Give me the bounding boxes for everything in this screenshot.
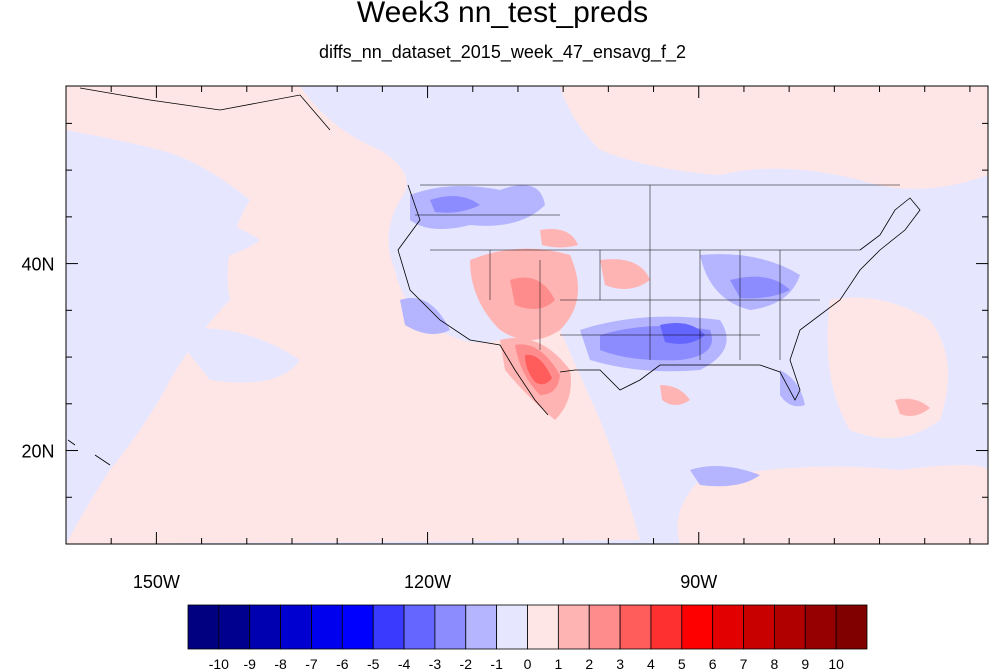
california-negative [400, 298, 450, 334]
colorbar-label: -7 [305, 656, 318, 672]
kentucky-negative [730, 276, 790, 299]
colorbar-swatch [712, 604, 744, 650]
gulf-positive-patch [660, 385, 690, 405]
colorbar-label: -8 [274, 656, 287, 672]
plot-frame [65, 85, 989, 545]
colorbar-swatch [681, 604, 714, 650]
us-coastline [397, 184, 921, 416]
state-borders [415, 184, 900, 360]
pacific-negative-patch [95, 177, 200, 207]
arizona-positive-core [510, 277, 555, 309]
colorbar-swatch [249, 604, 281, 650]
colorbar-swatch [743, 604, 775, 650]
colorbar-swatch [311, 604, 343, 650]
pacific-negative-patch-2 [120, 213, 260, 263]
colorbar-label: 7 [740, 656, 748, 672]
colorbar-label: -6 [336, 656, 349, 672]
y-tick-label: 20N [21, 442, 54, 462]
wyoming-positive [540, 229, 578, 248]
x-tick-label: 150W [133, 572, 180, 592]
colorbar-label: 2 [585, 656, 593, 672]
colorbar-swatch [372, 604, 405, 650]
colorbar-swatch [835, 604, 868, 650]
colorbar-label: -2 [460, 656, 473, 672]
colorbar-swatch [774, 604, 806, 650]
colorbar-label: 9 [801, 656, 809, 672]
colorbar-swatch [434, 604, 467, 650]
colorbar-swatch [496, 604, 528, 650]
atlantic-positive-patch [895, 398, 930, 416]
colorbar-label: 3 [616, 656, 624, 672]
northwest-negative [410, 185, 545, 229]
x-tick-label: 90W [680, 572, 717, 592]
positive-peak-regions [525, 354, 552, 385]
tropical-positive-band [677, 465, 988, 544]
alaska-coast [79, 87, 331, 131]
colorbar-swatch [403, 604, 436, 650]
caribbean-negative [690, 466, 760, 487]
negative-strong-regions [660, 322, 705, 344]
arkansas-negative-core [660, 322, 705, 344]
colorbar-label: 0 [524, 656, 532, 672]
colorbar-swatch [619, 604, 652, 650]
colorbar-label: -9 [244, 656, 257, 672]
pacific-negative-patch-3 [170, 328, 300, 383]
north-positive-band [560, 86, 988, 189]
coastlines [67, 87, 921, 466]
colorbar-swatch [588, 604, 621, 650]
colorbar-label: -5 [367, 656, 380, 672]
colorbar-swatch [650, 604, 683, 650]
colorbar-swatch [557, 604, 590, 650]
colorbar-label: -10 [209, 656, 229, 672]
colorbar-swatch [187, 604, 220, 650]
colorbar-label: -1 [490, 656, 503, 672]
pacific-positive-band [66, 86, 640, 544]
y-tick-label: 40N [21, 255, 54, 275]
x-tick-label: 120W [404, 572, 451, 592]
colorbar-label: 1 [554, 656, 562, 672]
idaho-negative [430, 196, 480, 213]
chart-title: Week3 nn_test_preds [356, 0, 649, 29]
map-field [66, 86, 988, 544]
axis-ticks: 150W 120W 90W 40N 20N [21, 86, 988, 592]
colorbar-swatch [218, 604, 251, 650]
colorbar-label: -3 [429, 656, 442, 672]
florida-negative [780, 370, 805, 407]
chart-subtitle: diffs_nn_dataset_2015_week_47_ensavg_f_2 [319, 42, 686, 62]
colorbar-label: 8 [771, 656, 779, 672]
positive-light-regions [66, 86, 988, 544]
kansas-positive [600, 259, 650, 289]
colorbar-swatch [280, 604, 312, 650]
colorbar-swatch [465, 604, 498, 650]
colorbar-label: -4 [398, 656, 411, 672]
colorbar-swatch [341, 604, 374, 650]
colorbar-label: 4 [647, 656, 655, 672]
colorbar-swatch [804, 604, 837, 650]
colorbar-swatch [527, 604, 559, 650]
hawaii [67, 439, 111, 466]
colorbar-label: 10 [828, 656, 844, 672]
colorbar: -10 -9 -8 -7 -6 -5 -4 -3 -2 -1 0 1 2 3 4 5 6 7 8 9 10 [187, 604, 868, 672]
gulf-of-california-positive-core [525, 354, 552, 385]
colorbar-label: 5 [678, 656, 686, 672]
colorbar-label: 6 [709, 656, 717, 672]
